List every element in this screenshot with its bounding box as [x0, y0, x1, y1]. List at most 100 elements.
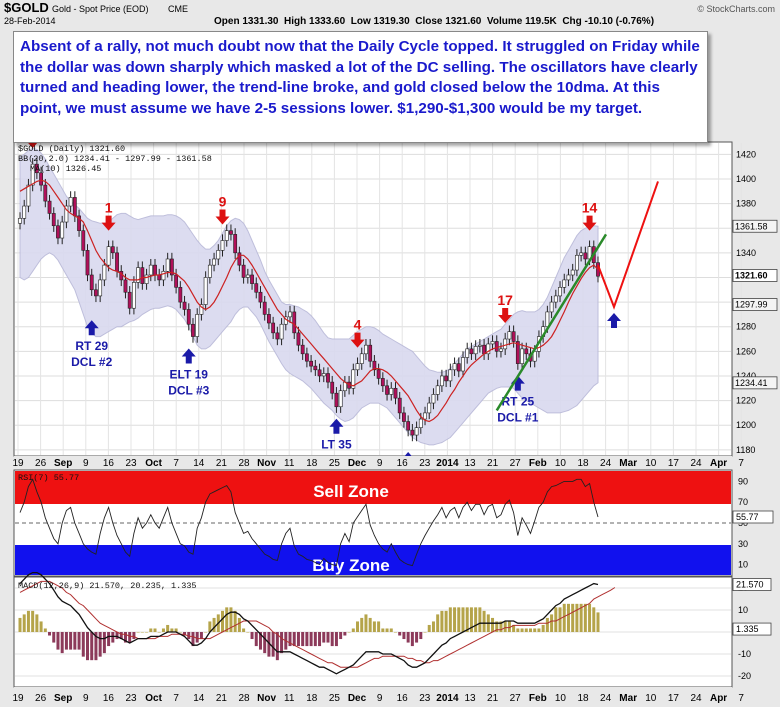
rsi-line [15, 478, 731, 567]
macd-histogram-bar [43, 628, 47, 632]
x-tick-bottom: 18 [577, 693, 589, 704]
x-tick-top: 14 [193, 458, 205, 469]
macd-histogram-bar [22, 614, 26, 632]
x-tick-bottom: 9 [83, 693, 89, 704]
x-tick-top: Dec [348, 458, 367, 469]
candle-body [34, 163, 39, 174]
macd-histogram-bar [453, 607, 457, 632]
macd-histogram-bar [119, 632, 123, 640]
macd-histogram-bar [123, 632, 127, 643]
macd-histogram-bar [86, 632, 90, 661]
macd-histogram-bar [436, 614, 440, 632]
macd-histogram-bar [423, 632, 427, 633]
candle-body [216, 250, 221, 260]
candle-body [182, 301, 187, 310]
rsi-y-tick: 90 [738, 476, 748, 486]
x-tick-top: 23 [125, 458, 137, 469]
macd-histogram-bar [115, 632, 119, 640]
candle-body [157, 274, 162, 281]
rsi-y-tick: 10 [738, 560, 748, 570]
macd-histogram-bar [533, 628, 537, 632]
bollinger-fill [19, 147, 599, 446]
rsi-label: RSI(7) 55.77 [18, 473, 79, 483]
cycle-top-arrow [582, 215, 597, 231]
macd-histogram-bar [280, 632, 284, 654]
macd-histogram-bar [419, 632, 423, 640]
macd-histogram-bar [161, 628, 165, 632]
candle-body [262, 301, 267, 315]
legend-price: $GOLD (Daily) 1321.60 [18, 144, 125, 154]
macd-histogram-bar [77, 632, 81, 650]
macd-histogram-bar [368, 617, 372, 632]
candle-body [431, 394, 436, 404]
candle-body [338, 390, 343, 408]
macd-histogram-bar [18, 617, 22, 632]
candle-body [389, 387, 394, 395]
x-tick-bottom: 7 [738, 693, 744, 704]
candle-body [558, 287, 562, 297]
macd-histogram-bar [520, 628, 524, 632]
candle-body [427, 402, 432, 414]
candle-body [140, 267, 145, 284]
candle-body [30, 163, 35, 186]
price-y-tick: 1420 [736, 149, 756, 159]
macd-histogram-bar [64, 632, 68, 650]
macd-histogram-bar [233, 610, 237, 632]
macd-histogram-bar [364, 614, 368, 632]
macd-histogram-bar [566, 603, 570, 632]
candle-body [549, 301, 554, 313]
x-axis-bottom: 19 26 Sep 9 16 23 Oct 7 14 21 28 Nov 11 18 25 Dec 9 16 23 2… [12, 693, 744, 704]
candle-body [304, 353, 309, 362]
macd-flag-box [732, 622, 772, 636]
x-tick-bottom: 24 [600, 693, 612, 704]
x-tick-bottom: 7 [173, 693, 179, 704]
candle-body [279, 323, 284, 340]
cycle-top-arrow [350, 332, 365, 348]
candle-body [414, 427, 419, 436]
macd-histogram-bar [410, 632, 414, 647]
price-flag-text: 1297.99 [735, 300, 768, 310]
candle-body [237, 252, 242, 266]
x-tick-top: 27 [510, 458, 522, 469]
x-tick-bottom: 10 [645, 693, 657, 704]
candle-body [212, 258, 216, 266]
macd-histogram-bar [292, 632, 296, 647]
cycle-top-arrow [498, 308, 513, 324]
candle-body [47, 200, 52, 214]
candle-body [229, 230, 233, 235]
candle-body [359, 353, 364, 364]
candle-body [169, 258, 174, 276]
x-tick-top: 18 [306, 458, 318, 469]
legend-ma: MA(10) 1326.45 [30, 164, 101, 174]
macd-histogram-bar [204, 632, 208, 633]
macd-histogram-bar [579, 603, 583, 632]
price-y-tick: 1200 [736, 420, 756, 430]
macd-histogram-bar [199, 632, 203, 640]
macd-histogram-bar [322, 632, 326, 643]
bollinger-band [19, 147, 599, 446]
dcl-label-bottom: DCL #1 [497, 411, 538, 425]
macd-histogram-bar [406, 632, 410, 643]
candle-body [300, 344, 305, 355]
x-tick-bottom: 13 [464, 693, 476, 704]
macd-histogram-bar [334, 632, 338, 647]
x-tick-top: 25 [329, 458, 341, 469]
x-tick-bottom: 16 [397, 693, 409, 704]
x-axis-top: 19 26 Sep 9 16 23 Oct 7 14 21 28 Nov 11 18 25 Dec 9 16 23 2… [12, 458, 744, 469]
macd-histogram-bar [35, 614, 39, 632]
candle-body [250, 274, 254, 284]
candle-body [288, 311, 292, 318]
price-y-tick: 1180 [736, 445, 755, 455]
forecast-arrow [607, 313, 621, 329]
candle-body [39, 172, 43, 186]
macd-histogram-bar [478, 607, 482, 632]
candle-body [351, 369, 356, 389]
candle-body [102, 264, 107, 281]
candle-body [418, 418, 423, 428]
candle-body [296, 332, 301, 346]
x-tick-top: Apr [710, 458, 727, 469]
candle-body [583, 252, 588, 260]
macd-histogram-bar [469, 607, 473, 632]
macd-histogram-bar [208, 621, 212, 632]
